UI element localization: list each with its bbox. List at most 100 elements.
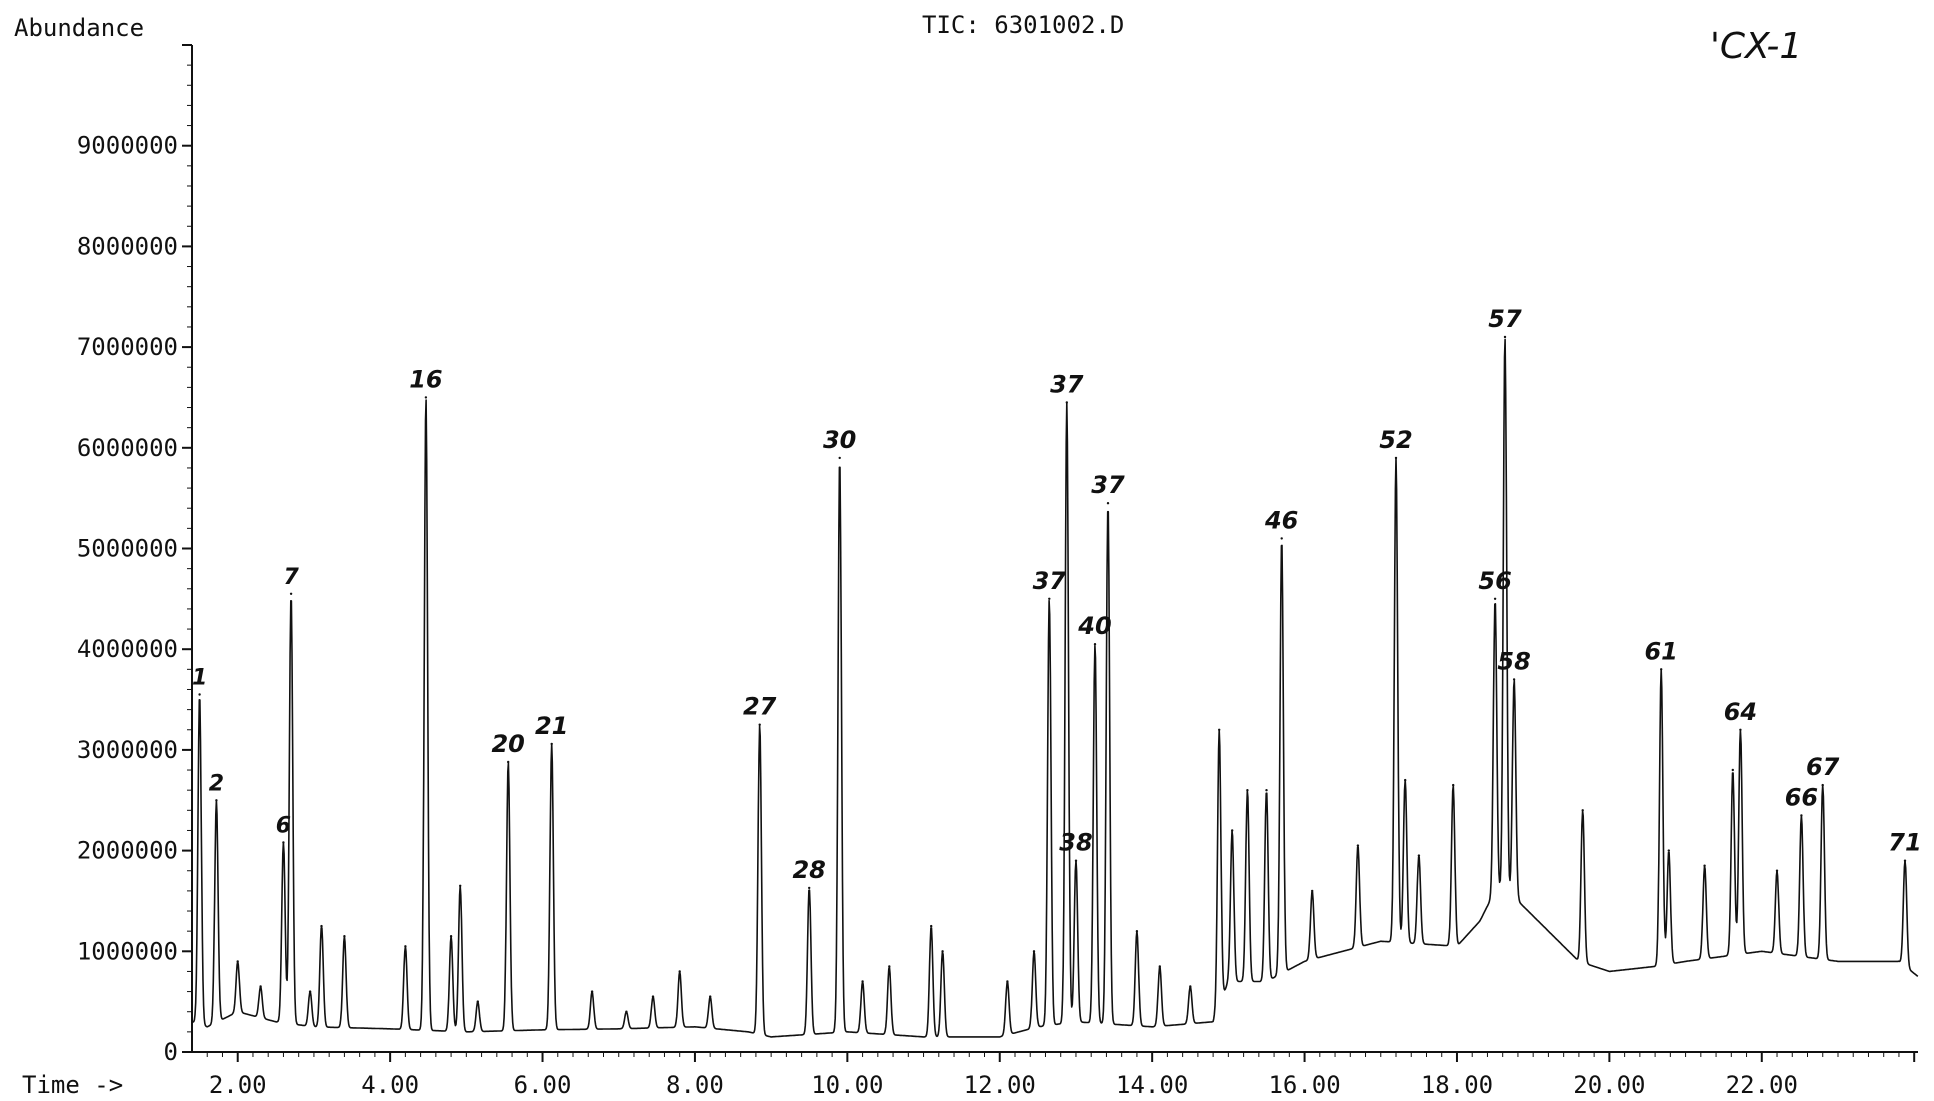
peak-point [476, 1000, 479, 1003]
y-tick-label: 3000000 [77, 736, 178, 764]
peak-label: 16 [409, 365, 442, 393]
peak-point [1512, 678, 1516, 681]
peak-point [1660, 668, 1663, 671]
peak-point [1800, 814, 1803, 817]
peak-point [861, 980, 864, 983]
peak-point [198, 693, 201, 696]
y-axis-title: Abundance [14, 14, 144, 42]
peak-label: 37 [1050, 371, 1084, 399]
x-tick-label: 10.00 [811, 1071, 883, 1099]
y-tick-label: 1000000 [77, 937, 178, 965]
peak-point [1246, 789, 1249, 792]
peak-point [1739, 728, 1742, 731]
peak-point [236, 960, 239, 963]
peak-point [1404, 778, 1407, 782]
y-tick-label: 2000000 [77, 837, 178, 865]
y-tick-label: 9000000 [77, 132, 178, 160]
peak-point [1821, 783, 1824, 787]
plot-area [191, 335, 1919, 1038]
peak-point [1093, 643, 1097, 646]
x-tick-label: 16.00 [1268, 1071, 1340, 1099]
peak-point [424, 396, 428, 399]
peak-label: 37 [1091, 471, 1125, 499]
peak-label: 71 [1888, 829, 1921, 857]
peak-point [1775, 869, 1779, 872]
peak-point [1006, 980, 1009, 983]
peak-label: 21 [535, 712, 568, 740]
peak-point [1311, 889, 1314, 893]
peak-point [1135, 930, 1139, 933]
chart-title: TIC: 6301002.D [922, 11, 1124, 39]
y-tick-label: 7000000 [77, 333, 178, 361]
y-tick-label: 0 [164, 1038, 178, 1066]
peak-point [1903, 859, 1907, 862]
peak-label: 56 [1478, 567, 1511, 595]
peak-point [1158, 965, 1162, 968]
y-tick-label: 4000000 [77, 635, 178, 663]
peak-label: 2 [209, 771, 224, 796]
peak-point [215, 799, 218, 802]
peak-label: 66 [1785, 783, 1818, 811]
peak-point [404, 945, 407, 948]
peak-point [651, 995, 655, 998]
peak-point [808, 886, 811, 890]
peak-label: 38 [1059, 829, 1092, 857]
axes: 0 1000000 2000000 3000000 4000000 5000000 6000… [77, 44, 1918, 1099]
x-tick-label: 4.00 [361, 1071, 419, 1099]
peak-point [1048, 597, 1051, 600]
peak-point [625, 1010, 628, 1013]
x-tick-label: 12.00 [964, 1071, 1036, 1099]
peak-point [289, 592, 293, 595]
x-tick-label: 6.00 [514, 1071, 572, 1099]
peak-point [941, 950, 944, 953]
peak-label: 58 [1497, 647, 1530, 675]
x-tick-label: 20.00 [1573, 1071, 1645, 1099]
peak-label: 20 [491, 730, 524, 758]
peak-label: 61 [1644, 637, 1677, 665]
peak-label: 57 [1488, 305, 1522, 333]
peak-point [1231, 829, 1234, 832]
peak-label: 27 [743, 693, 777, 721]
peak-point [282, 841, 285, 844]
y-tick-label: 6000000 [77, 434, 178, 462]
peak-point [1394, 456, 1398, 460]
peak-point [838, 456, 841, 460]
peak-point [678, 970, 681, 973]
peak-point [888, 965, 891, 968]
peak-label: 28 [792, 856, 825, 884]
tic-trace [191, 338, 1919, 1038]
x-tick-label: 14.00 [1116, 1071, 1188, 1099]
peak-point [1356, 844, 1360, 847]
peak-label: 46 [1264, 506, 1298, 534]
peak-point [1503, 335, 1507, 339]
sample-label: 'CX-1 [1710, 26, 1802, 67]
peak-point [507, 760, 510, 764]
peak-point [308, 990, 312, 993]
peak-point [758, 723, 761, 726]
peak-point [1189, 985, 1192, 988]
peak-label: 40 [1077, 612, 1111, 640]
x-tick-label: 8.00 [666, 1071, 724, 1099]
peak-point [1280, 537, 1283, 540]
peak-point [343, 935, 346, 938]
x-tick-label: 22.00 [1726, 1071, 1798, 1099]
peak-label: 30 [823, 426, 856, 454]
peak-point [1452, 783, 1455, 787]
peak-point [1493, 597, 1497, 600]
peak-point [1265, 789, 1268, 792]
peak-label: 1 [192, 666, 207, 691]
peak-label: 52 [1379, 426, 1412, 454]
y-tick-label: 5000000 [77, 535, 178, 563]
peak-point [930, 924, 933, 928]
peak-point [259, 985, 262, 988]
peak-point [1106, 502, 1110, 505]
peak-point [1032, 950, 1036, 953]
y-tick-label: 8000000 [77, 232, 178, 260]
peak-point [1667, 849, 1671, 852]
peak-point [1581, 809, 1584, 812]
peak-label: 6 [276, 814, 291, 839]
peak-point [1074, 859, 1078, 862]
